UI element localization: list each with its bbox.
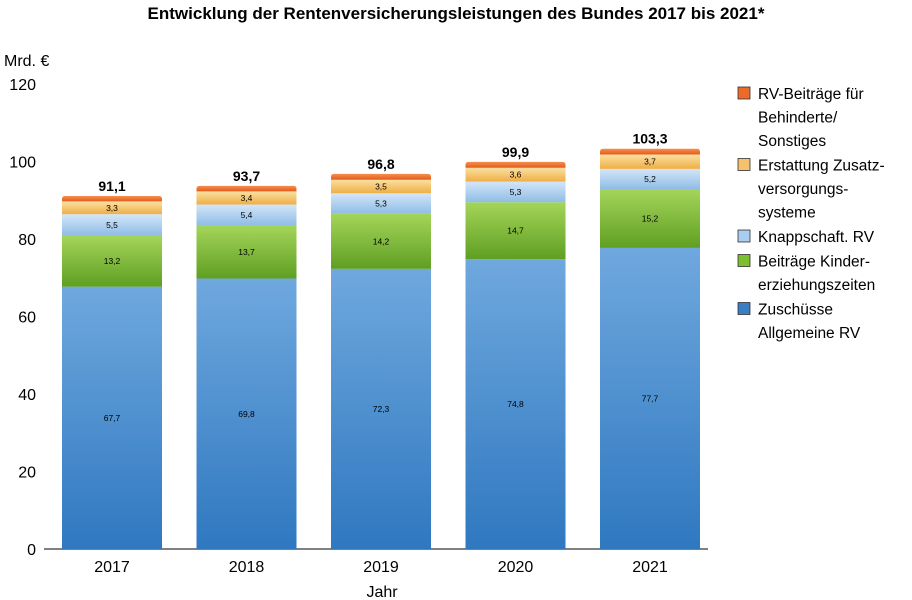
legend-label: Zuschüsse (758, 302, 833, 319)
segment-value-label: 14,7 (507, 226, 524, 236)
segment-value-label: 5,4 (241, 210, 253, 220)
segment-value-label: 5,2 (644, 174, 656, 184)
x-tick-label: 2017 (94, 559, 130, 576)
legend-label: systeme (758, 205, 816, 222)
segment-value-label: 74,8 (507, 399, 524, 409)
legend-swatch (737, 229, 751, 243)
x-tick-label: 2021 (632, 559, 668, 576)
chart-title: Entwicklung der Rentenversicherungsleist… (148, 4, 765, 23)
y-tick-label: 80 (18, 232, 36, 249)
bar-segment (62, 195, 162, 202)
bars: 67,7 13,2 5,5 3,3 91,1 69,8 13,7 5,4 3,4 93,7 72,3… (62, 131, 700, 549)
y-tick-label: 0 (27, 542, 36, 559)
x-tick-label: 2018 (229, 559, 265, 576)
x-tick-label: 2020 (498, 559, 534, 576)
legend-label: Behinderte/ (758, 110, 838, 127)
bar-segment (600, 168, 700, 190)
legend-swatch (737, 254, 751, 267)
bar-segment (600, 189, 700, 248)
x-axis-label: Jahr (366, 584, 398, 600)
bar-segment (62, 201, 162, 215)
bar-segment (600, 154, 700, 169)
segment-value-label: 77,7 (642, 393, 659, 403)
bar-total-label: 93,7 (233, 168, 260, 184)
x-tick-label: 2019 (363, 559, 399, 576)
bar-segment (196, 191, 297, 205)
bar-segment (331, 193, 431, 214)
segment-value-label: 67,7 (104, 413, 121, 423)
bar-segment (62, 235, 162, 287)
y-axis-ticks: 0 20 40 60 80 100 120 (9, 77, 36, 559)
bar-segment (465, 161, 566, 168)
segment-value-label: 5,3 (510, 187, 522, 197)
bar-total-label: 99,9 (502, 144, 529, 160)
segment-value-label: 5,3 (375, 199, 387, 209)
y-tick-label: 100 (9, 155, 36, 172)
y-tick-label: 40 (18, 387, 36, 404)
segment-value-label: 13,2 (104, 256, 121, 266)
legend-label: Beiträge Kinder- (758, 254, 870, 271)
bar-segment (331, 213, 431, 269)
segment-value-label: 3,5 (375, 181, 387, 191)
y-tick-label: 20 (18, 465, 36, 482)
legend-label: Sonstiges (758, 133, 826, 150)
legend-label: versorgungs- (758, 181, 848, 198)
segment-value-label: 3,6 (510, 170, 522, 180)
legend-label: erziehungszeiten (758, 277, 875, 294)
bar-segment (331, 173, 431, 180)
bar-segment (196, 278, 297, 549)
bar-segment (600, 148, 700, 155)
segment-value-label: 13,7 (238, 247, 255, 257)
bar-segment (62, 286, 162, 549)
segment-value-label: 14,2 (373, 236, 390, 246)
bar-segment (62, 214, 162, 236)
bar-segment (331, 179, 431, 194)
bar-segment (600, 247, 700, 549)
legend-swatch (737, 302, 751, 315)
segment-value-label: 3,3 (106, 203, 118, 213)
segment-value-label: 3,4 (241, 193, 253, 203)
bar-segment (465, 167, 566, 182)
bar-segment (465, 202, 566, 260)
legend-swatch (737, 86, 751, 100)
bar-segment (196, 225, 297, 279)
bar-segment (465, 259, 566, 549)
segment-value-label: 5,5 (106, 220, 118, 230)
segment-value-label: 3,7 (644, 157, 656, 167)
bar-segment (196, 185, 297, 192)
y-tick-label: 60 (18, 310, 36, 327)
legend-label: Erstattung Zusatz- (758, 158, 885, 175)
bar-total-label: 91,1 (98, 178, 125, 194)
bar-total-label: 103,3 (632, 131, 667, 147)
legend-label: Allgemeine RV (758, 325, 861, 342)
segment-value-label: 72,3 (373, 404, 390, 414)
segment-value-label: 69,8 (238, 409, 255, 419)
legend-swatch (737, 158, 751, 171)
bar-total-label: 96,8 (367, 156, 394, 172)
segment-value-label: 15,2 (642, 213, 659, 223)
legend-label: Knappschaft. RV (758, 229, 875, 246)
bar-segment (465, 181, 566, 203)
legend: RV-Beiträge für Behinderte/Sonstiges Ersta… (737, 86, 885, 342)
x-axis-ticks: 2017 2018 2019 2020 2021 (94, 559, 668, 576)
y-axis-label: Mrd. € (4, 53, 49, 70)
bar-segment (196, 204, 297, 226)
bar-segment (331, 268, 431, 549)
legend-label: RV-Beiträge für (758, 86, 864, 103)
y-tick-label: 120 (9, 77, 36, 94)
